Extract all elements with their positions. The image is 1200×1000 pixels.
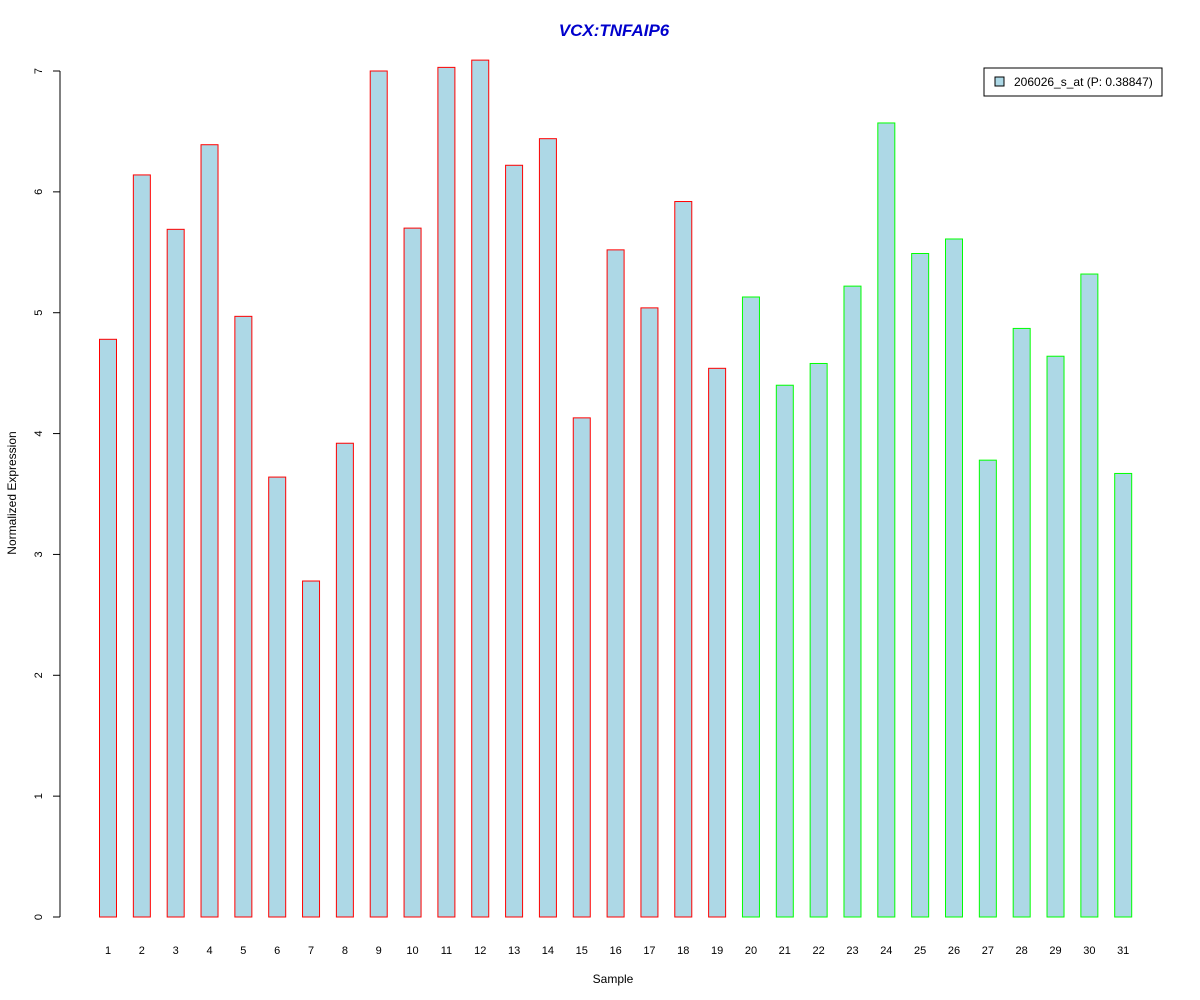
x-tick-label: 11: [441, 945, 452, 957]
bar: [99, 338, 117, 918]
bars: [99, 59, 1133, 918]
x-tick-label: 9: [376, 945, 382, 957]
bar: [335, 442, 354, 918]
bar: [471, 59, 490, 918]
x-tick-label: 3: [173, 945, 179, 957]
y-tick-label: 7: [33, 68, 45, 74]
x-tick-labels: 1 2 3 4 5 6 7 8 9 10 11 12 13 14 15 16 17 18 19 20 21 22 23 24 2…: [105, 945, 1129, 957]
bar: [978, 459, 997, 918]
x-tick-label: 10: [406, 945, 418, 957]
x-tick-label: 23: [846, 945, 858, 957]
y-tick-label: 1: [33, 793, 45, 799]
x-tick-label: 2: [139, 945, 145, 957]
x-tick-label: 1: [105, 945, 111, 957]
x-tick-label: 7: [308, 945, 314, 957]
x-tick-label: 4: [206, 945, 212, 957]
x-tick-label: 8: [342, 945, 348, 957]
bar: [234, 315, 253, 918]
x-tick-label: 15: [576, 945, 588, 957]
y-axis-label: Normalized Expression: [5, 431, 19, 554]
x-tick-label: 12: [474, 945, 486, 957]
bar: [1080, 273, 1099, 918]
x-tick-label: 14: [542, 945, 554, 957]
x-axis-label: Sample: [593, 972, 634, 986]
x-tick-label: 17: [643, 945, 655, 957]
y-ticks: 0 1 2 3 4 5 6 7: [33, 68, 60, 920]
x-tick-label: 30: [1083, 945, 1095, 957]
bar: [1114, 472, 1133, 918]
y-tick-label: 2: [33, 672, 45, 678]
x-tick-label: 28: [1016, 945, 1028, 957]
bar: [708, 367, 727, 918]
y-tick-label: 0: [33, 914, 45, 920]
bar: [1012, 327, 1031, 918]
x-tick-label: 26: [948, 945, 960, 957]
x-tick-label: 19: [711, 945, 723, 957]
bar: [741, 296, 760, 918]
bar: [843, 285, 862, 918]
legend-box: [983, 67, 1163, 97]
y-tick-label: 3: [33, 551, 45, 557]
x-tick-label: 29: [1049, 945, 1061, 957]
x-tick-label: 25: [914, 945, 926, 957]
bar: [775, 384, 794, 918]
bar: [945, 238, 963, 918]
bar: [132, 174, 151, 918]
bar: [505, 164, 524, 918]
legend-label: 206026_s_at (P: 0.38847): [1014, 75, 1153, 89]
bar: [166, 228, 185, 918]
y-tick-label: 6: [33, 189, 45, 195]
bar: [809, 362, 828, 918]
bar: [640, 307, 659, 918]
bar: [437, 66, 456, 918]
bar: [302, 580, 321, 918]
bar: [674, 201, 693, 918]
bar: [268, 476, 287, 918]
x-tick-label: 13: [508, 945, 520, 957]
x-tick-label: 6: [274, 945, 280, 957]
bar: [1046, 355, 1065, 918]
x-tick-label: 27: [982, 945, 994, 957]
x-tick-label: 18: [677, 945, 689, 957]
bar: [369, 70, 388, 918]
legend-swatch: [994, 76, 1005, 87]
x-tick-label: 24: [880, 945, 892, 957]
bar: [572, 417, 591, 918]
x-tick-label: 21: [779, 945, 791, 957]
x-tick-label: 31: [1117, 945, 1129, 957]
x-tick-label: 16: [609, 945, 621, 957]
bar: [403, 227, 422, 918]
x-tick-label: 22: [813, 945, 825, 957]
x-tick-label: 20: [745, 945, 757, 957]
bar: [877, 122, 896, 918]
chart-title: VCX:TNFAIP6: [559, 21, 670, 40]
y-tick-label: 5: [33, 310, 45, 316]
bar: [538, 138, 557, 918]
bar: [200, 144, 219, 918]
legend: 206026_s_at (P: 0.38847): [983, 67, 1163, 97]
y-tick-label: 4: [33, 431, 45, 437]
bar: [606, 249, 625, 918]
x-tick-label: 5: [240, 945, 246, 957]
bar: [911, 252, 930, 918]
